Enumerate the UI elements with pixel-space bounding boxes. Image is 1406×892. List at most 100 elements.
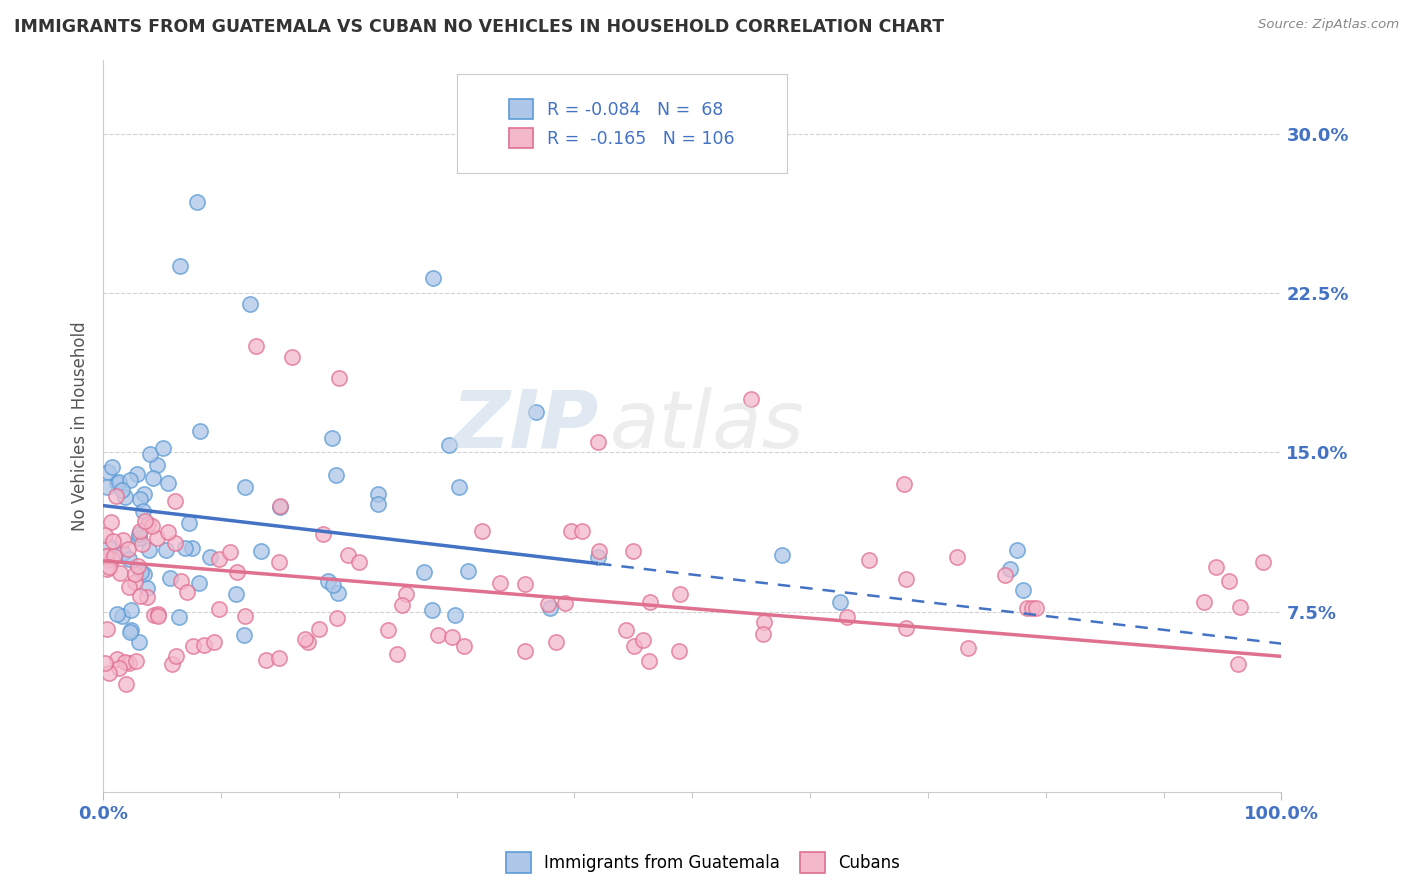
Point bbox=[1251, 555, 1274, 569]
Point bbox=[186, 194, 208, 209]
Point bbox=[1025, 600, 1047, 615]
Point bbox=[167, 610, 190, 624]
Point bbox=[245, 339, 267, 353]
Point bbox=[105, 475, 128, 490]
Point bbox=[200, 550, 222, 565]
Point bbox=[152, 441, 174, 455]
Point bbox=[120, 603, 142, 617]
Point bbox=[395, 587, 418, 601]
Point bbox=[337, 548, 360, 562]
Point bbox=[141, 518, 163, 533]
Point bbox=[138, 516, 160, 531]
Point bbox=[96, 553, 118, 567]
Point bbox=[169, 574, 191, 588]
Point bbox=[443, 607, 465, 622]
Point bbox=[120, 625, 142, 640]
Point bbox=[420, 603, 443, 617]
Point bbox=[669, 587, 692, 601]
Point bbox=[97, 560, 120, 574]
Point bbox=[165, 648, 187, 663]
Point bbox=[103, 549, 125, 564]
Point bbox=[391, 598, 413, 612]
Point bbox=[441, 631, 464, 645]
Point bbox=[202, 635, 225, 649]
Point bbox=[837, 610, 859, 624]
Point bbox=[457, 564, 479, 578]
Point bbox=[770, 548, 793, 562]
Point bbox=[115, 677, 138, 691]
Point bbox=[108, 566, 131, 581]
Point bbox=[1005, 542, 1028, 557]
Point bbox=[945, 550, 967, 565]
Point bbox=[103, 533, 125, 548]
Point bbox=[169, 259, 191, 273]
Point bbox=[560, 524, 582, 538]
Point bbox=[377, 624, 399, 638]
Point bbox=[96, 539, 118, 553]
Point bbox=[112, 533, 135, 548]
Point bbox=[165, 493, 187, 508]
Point bbox=[159, 571, 181, 585]
Point bbox=[132, 487, 155, 501]
Point bbox=[994, 568, 1017, 582]
Point bbox=[142, 608, 165, 623]
Point bbox=[1229, 600, 1251, 615]
Point bbox=[107, 475, 129, 489]
Point bbox=[160, 657, 183, 671]
Point bbox=[136, 590, 159, 604]
Point bbox=[233, 628, 256, 642]
Point bbox=[894, 621, 917, 635]
Point bbox=[326, 610, 349, 624]
Point bbox=[896, 572, 918, 586]
Point bbox=[181, 541, 204, 556]
Point bbox=[138, 543, 160, 558]
Text: atlas: atlas bbox=[610, 387, 804, 465]
Point bbox=[308, 622, 330, 636]
Point bbox=[225, 565, 247, 579]
Point bbox=[128, 527, 150, 541]
Point bbox=[830, 595, 852, 609]
Point bbox=[96, 480, 118, 494]
Point bbox=[118, 656, 141, 670]
Point bbox=[117, 542, 139, 557]
Point bbox=[537, 597, 560, 611]
Point bbox=[546, 634, 568, 648]
Point bbox=[233, 609, 256, 624]
Point bbox=[110, 609, 132, 624]
Point bbox=[1012, 582, 1035, 597]
Point bbox=[328, 371, 350, 385]
Point bbox=[181, 639, 204, 653]
Point bbox=[112, 546, 135, 560]
Point bbox=[367, 487, 389, 501]
Point bbox=[269, 500, 291, 515]
Point bbox=[128, 589, 150, 603]
Point bbox=[108, 661, 131, 675]
Point bbox=[128, 635, 150, 649]
Point bbox=[586, 550, 609, 565]
Point bbox=[280, 350, 302, 364]
Point bbox=[998, 562, 1021, 576]
Point bbox=[139, 447, 162, 461]
Text: IMMIGRANTS FROM GUATEMALA VS CUBAN NO VEHICLES IN HOUSEHOLD CORRELATION CHART: IMMIGRANTS FROM GUATEMALA VS CUBAN NO VE… bbox=[14, 18, 945, 36]
Y-axis label: No Vehicles in Household: No Vehicles in Household bbox=[72, 321, 89, 531]
Point bbox=[471, 524, 494, 539]
Point bbox=[637, 654, 659, 668]
Point bbox=[208, 602, 231, 616]
Point bbox=[193, 638, 215, 652]
Point bbox=[571, 524, 593, 538]
Point bbox=[422, 271, 444, 285]
Point bbox=[96, 549, 118, 564]
Point bbox=[437, 438, 460, 452]
Point bbox=[179, 516, 201, 530]
Point bbox=[96, 622, 118, 636]
Point bbox=[347, 555, 370, 569]
Point bbox=[100, 515, 122, 529]
Point bbox=[387, 647, 409, 661]
Point bbox=[447, 480, 470, 494]
Point bbox=[97, 466, 120, 480]
Point bbox=[1226, 657, 1249, 671]
Point bbox=[131, 536, 153, 550]
Point bbox=[858, 553, 880, 567]
Point bbox=[588, 544, 610, 558]
Point bbox=[326, 586, 349, 600]
